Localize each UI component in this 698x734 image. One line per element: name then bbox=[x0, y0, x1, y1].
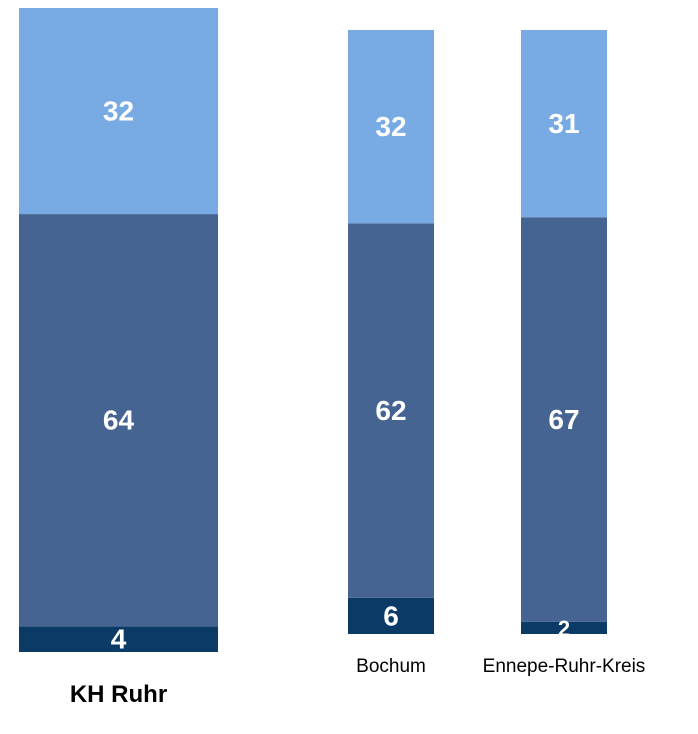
bar-segment-bottom-2 bbox=[348, 597, 434, 634]
category-label-2: Bochum bbox=[356, 656, 426, 677]
bar-segment-middle-1 bbox=[19, 214, 218, 627]
bar-segment-top-3 bbox=[521, 30, 607, 218]
data-label-bottom-2: 6 bbox=[383, 600, 399, 631]
data-label-bottom-3: 2 bbox=[558, 616, 570, 641]
data-label-middle-2: 62 bbox=[375, 395, 406, 426]
data-label-middle-1: 64 bbox=[103, 405, 135, 436]
bar-segment-bottom-1 bbox=[19, 626, 218, 652]
bar-segment-top-2 bbox=[348, 30, 434, 224]
data-label-middle-3: 67 bbox=[548, 404, 579, 435]
bar-segment-middle-2 bbox=[348, 223, 434, 598]
bar-segment-bottom-3 bbox=[521, 621, 607, 634]
data-label-top-1: 32 bbox=[103, 96, 134, 127]
bar-segment-middle-3 bbox=[521, 217, 607, 622]
label-group: 4 64 32 KH Ruhr 6 62 32 Bochum 2 67 31 Ennepe-Ruhr-… bbox=[70, 96, 645, 708]
bar-group bbox=[19, 8, 607, 652]
data-label-top-3: 31 bbox=[548, 108, 579, 139]
bar-segment-top-1 bbox=[19, 8, 218, 215]
data-label-top-2: 32 bbox=[375, 111, 406, 142]
category-label-1: KH Ruhr bbox=[70, 681, 167, 708]
data-label-bottom-1: 4 bbox=[111, 624, 127, 655]
category-label-3: Ennepe-Ruhr-Kreis bbox=[483, 656, 646, 677]
